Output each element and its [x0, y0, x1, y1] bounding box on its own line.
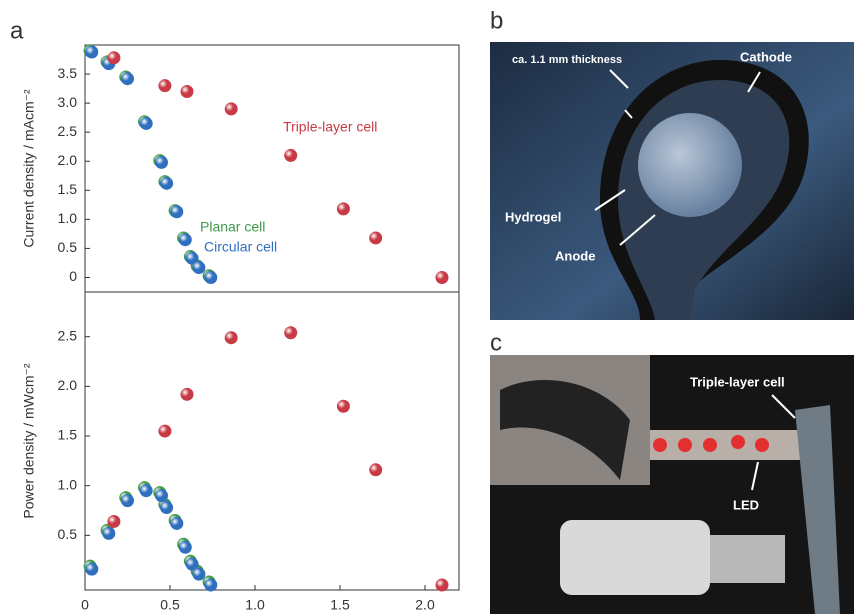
data-point [180, 84, 194, 98]
data-point [369, 231, 383, 245]
data-point [85, 562, 99, 576]
x-tick-label: 1.0 [245, 597, 265, 613]
cell-holder [795, 405, 840, 614]
data-point [160, 501, 174, 515]
data-point [369, 463, 383, 477]
cell-strip [500, 380, 630, 480]
series-label: Triple-layer cell [283, 119, 377, 135]
data-point [102, 526, 116, 540]
led [653, 438, 667, 452]
panel-label: c [490, 329, 502, 356]
data-point [107, 51, 121, 65]
data-point [85, 45, 99, 59]
y-tick-label: 1.5 [58, 181, 78, 197]
x-tick-label: 0 [81, 597, 89, 613]
data-point [180, 387, 194, 401]
led [678, 438, 692, 452]
data-point [185, 557, 199, 571]
y-tick-label: 0.5 [58, 239, 78, 255]
y-tick-label: 1.5 [58, 427, 78, 443]
arrow [619, 214, 656, 246]
led [755, 438, 769, 452]
arrow [624, 109, 633, 119]
data-point [204, 270, 218, 284]
arrow [594, 189, 626, 211]
annotation: Triple-layer cell [690, 374, 785, 389]
data-point [178, 540, 192, 554]
data-point [121, 72, 134, 86]
usb-plug [560, 520, 710, 595]
data-point [139, 116, 153, 130]
annotation: Hydrogel [505, 209, 561, 224]
data-point [224, 331, 238, 345]
y-tick-label: 1.0 [58, 210, 78, 226]
data-point [336, 202, 350, 216]
y-tick-label: 2.5 [58, 123, 78, 139]
data-point [139, 484, 153, 498]
y-tick-label: 0 [69, 268, 77, 284]
x-tick-label: 0.5 [160, 597, 180, 613]
y-tick-label: 3.0 [58, 94, 78, 110]
data-point [435, 270, 449, 284]
x-tick-label: 1.5 [330, 597, 350, 613]
breadboard [650, 430, 800, 460]
data-point [155, 489, 168, 503]
glass-sphere [638, 113, 742, 217]
data-point [158, 424, 172, 438]
y-axis-label: Current density / mAcm⁻² [21, 89, 37, 248]
panel-label: b [490, 7, 503, 34]
y-tick-label: 3.5 [58, 65, 78, 81]
y-tick-label: 2.5 [58, 327, 78, 343]
y-tick-label: 0.5 [58, 526, 78, 542]
data-point [192, 261, 206, 275]
data-point [155, 155, 168, 169]
data-point [170, 205, 184, 219]
data-point [284, 148, 298, 162]
annotation: Anode [555, 248, 595, 263]
data-point [224, 102, 238, 116]
data-point [185, 251, 199, 265]
data-point [160, 176, 174, 190]
data-point [204, 578, 218, 592]
plot-frame [84, 44, 460, 293]
annotation: LED [733, 497, 759, 512]
data-point [170, 516, 184, 530]
data-point [192, 567, 206, 581]
annotation: Cathode [740, 49, 792, 64]
photo-c: Triple-layer cell LED [490, 355, 854, 614]
arrow [609, 69, 629, 89]
y-tick-label: 2.0 [58, 377, 78, 393]
data-point [158, 79, 172, 93]
y-tick-label: 1.0 [58, 476, 78, 492]
arrow [771, 394, 796, 419]
usb-tip [710, 535, 785, 583]
y-axis-label: Power density / mWcm⁻² [21, 363, 37, 519]
photo-b: ca. 1.1 mm thickness Cathode Hydrogel An… [490, 42, 854, 320]
panel-label: a [10, 17, 24, 44]
data-point [284, 326, 298, 340]
led [703, 438, 717, 452]
annotation: ca. 1.1 mm thickness [512, 54, 622, 66]
series-label: Planar cell [200, 219, 265, 235]
series-label: Circular cell [204, 239, 277, 255]
data-point [121, 494, 134, 508]
data-point [178, 233, 192, 247]
data-point [435, 578, 449, 592]
data-point [107, 514, 121, 528]
data-point [336, 399, 350, 413]
led [731, 435, 745, 449]
arrow [747, 71, 761, 93]
plot-frame [84, 291, 460, 591]
x-tick-label: 2.0 [415, 597, 435, 613]
arrow [751, 461, 759, 491]
y-tick-label: 2.0 [58, 152, 78, 168]
